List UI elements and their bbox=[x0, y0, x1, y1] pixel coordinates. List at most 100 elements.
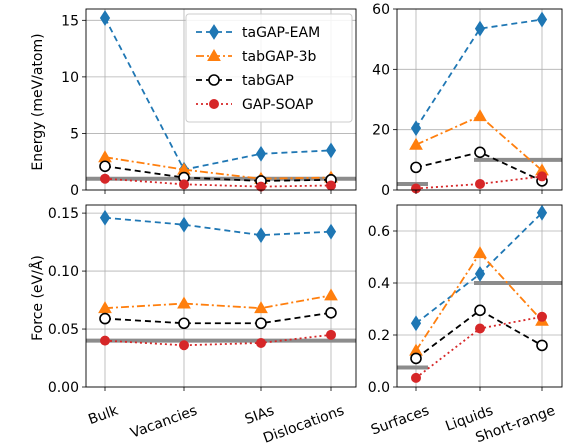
data-point bbox=[475, 323, 485, 334]
data-point bbox=[179, 340, 189, 351]
axes-frame bbox=[396, 8, 563, 191]
legend-item: taGAP-EAM bbox=[196, 24, 320, 41]
y-tick-label: 20 bbox=[372, 123, 390, 139]
legend-label: taGAP-EAM bbox=[242, 25, 320, 41]
x-tick-label: SIAs bbox=[243, 403, 277, 428]
data-point bbox=[179, 179, 189, 190]
data-point bbox=[99, 10, 111, 26]
legend-item: GAP-SOAP bbox=[196, 97, 313, 113]
y-tick-label: 0.2 bbox=[368, 328, 390, 344]
y-tick-label: 0.4 bbox=[368, 276, 390, 292]
data-point bbox=[411, 372, 421, 383]
axes-frame bbox=[85, 8, 357, 191]
data-point bbox=[99, 209, 111, 226]
y-tick-label: 0.10 bbox=[48, 264, 79, 280]
axes-frame bbox=[396, 204, 563, 388]
data-point bbox=[474, 146, 486, 159]
force-left-panel: 0.00 0.05 0.10 0.15 Bulk Vacancies SIAsDisloca… bbox=[48, 204, 357, 447]
legend-item: tabGAP-3b bbox=[196, 48, 316, 65]
force-axis-title: Force (eV/Å) bbox=[29, 255, 46, 341]
data-point bbox=[177, 296, 191, 309]
data-point bbox=[410, 120, 422, 137]
data-point bbox=[409, 137, 423, 150]
legend: taGAP-EAM tabGAP-3b tabGAP GAP-SOAP bbox=[185, 13, 353, 123]
legend-label: tabGAP-3b bbox=[242, 49, 316, 65]
data-point bbox=[324, 288, 338, 301]
energy-axis-title: Energy (meV/atom) bbox=[30, 33, 46, 170]
x-tick-label: Dislocations bbox=[261, 403, 346, 447]
data-point bbox=[473, 109, 487, 122]
series-line bbox=[104, 156, 332, 180]
y-tick-label: 0.15 bbox=[48, 206, 79, 222]
y-tick-label: 0.05 bbox=[48, 322, 79, 338]
y-tick-label: 10 bbox=[61, 70, 79, 86]
energy-right-panel: 0 20 40 60 bbox=[372, 2, 563, 199]
data-point bbox=[100, 173, 110, 184]
data-point bbox=[325, 307, 337, 319]
axes-frame bbox=[85, 204, 357, 388]
data-point bbox=[410, 315, 422, 332]
series-line bbox=[104, 311, 332, 325]
legend-marker bbox=[208, 24, 220, 40]
x-tick-label: Vacancies bbox=[128, 403, 199, 442]
y-tick-label: 15 bbox=[61, 13, 79, 29]
series-line bbox=[415, 309, 543, 360]
data-point bbox=[536, 204, 548, 221]
y-tick-label: 60 bbox=[372, 2, 390, 18]
data-point bbox=[255, 317, 267, 330]
legend-label: GAP-SOAP bbox=[242, 97, 313, 113]
series-line bbox=[104, 17, 332, 171]
data-point bbox=[100, 335, 110, 346]
series-line bbox=[104, 216, 332, 237]
data-point bbox=[537, 311, 547, 322]
data-point bbox=[474, 304, 486, 317]
series-line bbox=[104, 177, 332, 188]
x-tick-label: Bulk bbox=[86, 402, 121, 428]
data-point bbox=[254, 301, 268, 314]
data-point bbox=[178, 317, 190, 330]
series-line bbox=[104, 294, 332, 310]
data-point bbox=[410, 352, 422, 365]
data-point bbox=[325, 142, 337, 159]
legend-marker bbox=[208, 74, 220, 86]
data-point bbox=[326, 180, 336, 191]
legend-marker bbox=[207, 48, 221, 61]
data-point bbox=[474, 265, 486, 282]
data-point bbox=[474, 20, 486, 37]
data-point bbox=[98, 150, 112, 163]
series-line bbox=[104, 333, 332, 347]
energy-left-panel: 0 5 10 15 bbox=[61, 8, 357, 199]
y-tick-label: 0 bbox=[70, 183, 79, 199]
legend-frame bbox=[185, 13, 353, 123]
x-tick-label: Surfaces bbox=[369, 403, 431, 439]
y-tick-label: 0.0 bbox=[368, 380, 390, 396]
y-tick-label: 0.6 bbox=[368, 224, 390, 240]
legend-label: tabGAP bbox=[242, 73, 294, 89]
data-point bbox=[326, 329, 336, 340]
panels-group: 0 5 10 15 0 20 40 60 0.00 0.05 0.10 0.15 Bulk Vacanci… bbox=[48, 2, 563, 447]
y-tick-label: 40 bbox=[372, 62, 390, 78]
y-tick-label: 0 bbox=[381, 183, 390, 199]
data-point bbox=[99, 160, 111, 173]
series-line bbox=[104, 165, 332, 182]
y-tick-label: 0.00 bbox=[48, 380, 79, 396]
legend-item: tabGAP bbox=[196, 73, 294, 89]
legend-marker bbox=[209, 99, 219, 109]
data-point bbox=[473, 246, 487, 259]
data-point bbox=[178, 216, 190, 233]
data-point bbox=[99, 312, 111, 325]
series-line bbox=[415, 18, 543, 129]
data-point bbox=[536, 339, 548, 352]
data-point bbox=[536, 11, 548, 28]
data-point bbox=[325, 223, 337, 240]
data-point bbox=[98, 301, 112, 314]
data-point bbox=[256, 337, 266, 348]
y-tick-label: 5 bbox=[70, 126, 79, 142]
data-point bbox=[475, 178, 485, 189]
data-point bbox=[410, 161, 422, 174]
series-line bbox=[415, 115, 543, 172]
data-point bbox=[255, 145, 267, 162]
data-point bbox=[537, 171, 547, 182]
